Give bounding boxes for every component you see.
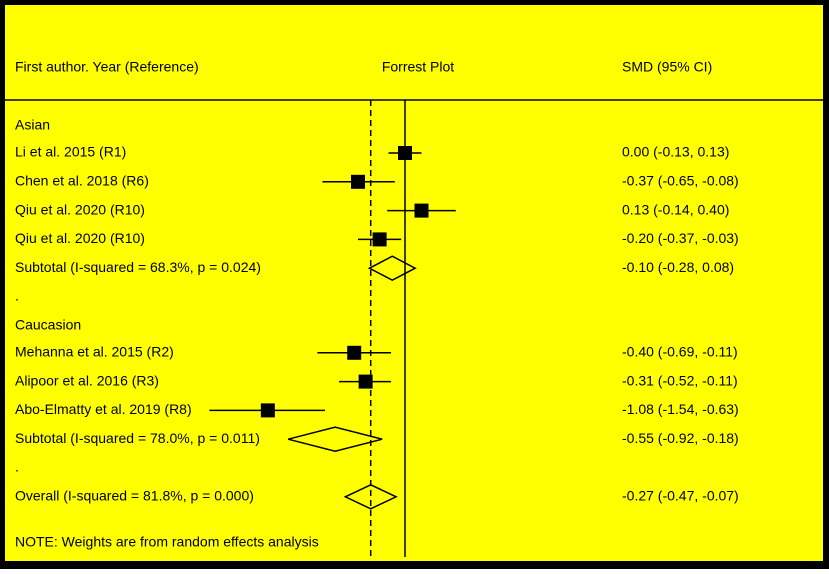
separator: . [15,288,19,304]
study-label: Abo-Elmatty et al. 2019 (R8) [15,401,192,417]
value-label: -0.31 (-0.52, -0.11) [622,372,738,388]
study-label: Qiu et al. 2020 (R10) [15,230,145,246]
estimate-square [414,203,429,218]
value-label: -0.55 (-0.92, -0.18) [622,430,739,446]
summary-diamond [287,426,383,452]
summary-diamond [367,255,417,282]
study-label: Chen et al. 2018 (R6) [15,173,149,189]
value-label: -0.20 (-0.37, -0.03) [622,230,739,246]
summary-label: Subtotal (I-squared = 68.3%, p = 0.024) [15,259,261,275]
chart-title: Forrest Plot [382,59,454,75]
value-label: 0.13 (-0.14, 0.40) [622,201,729,217]
estimate-square [260,403,275,418]
summary-label: Subtotal (I-squared = 78.0%, p = 0.011) [15,430,260,446]
plot-background [5,5,823,561]
summary-label: Overall (I-squared = 81.8%, p = 0.000) [15,488,254,504]
study-label: Li et al. 2015 (R1) [15,144,126,160]
summary-diamond [343,483,398,510]
estimate-square [351,174,366,189]
value-label: -0.10 (-0.28, 0.08) [622,259,734,275]
study-label: Qiu et al. 2020 (R10) [15,201,145,217]
estimate-square [372,232,387,247]
note: NOTE: Weights are from random effects an… [15,534,319,550]
estimate-square [347,345,362,360]
value-label: -0.37 (-0.65, -0.08) [622,173,739,189]
value-label: -0.40 (-0.69, -0.11) [622,344,738,360]
group-label: Asian [15,117,50,133]
study-label: Alipoor et al. 2016 (R3) [15,372,159,388]
value-header: SMD (95% CI) [622,59,712,75]
estimate-square [398,146,412,160]
group-label: Caucasion [15,317,81,333]
value-label: -0.27 (-0.47, -0.07) [622,488,739,504]
estimate-square [358,374,373,389]
separator: . [15,459,19,475]
value-label: -1.08 (-1.54, -0.63) [622,401,739,417]
label-header: First author. Year (Reference) [15,59,199,75]
study-label: Mehanna et al. 2015 (R2) [15,344,174,360]
value-label: 0.00 (-0.13, 0.13) [622,144,729,160]
